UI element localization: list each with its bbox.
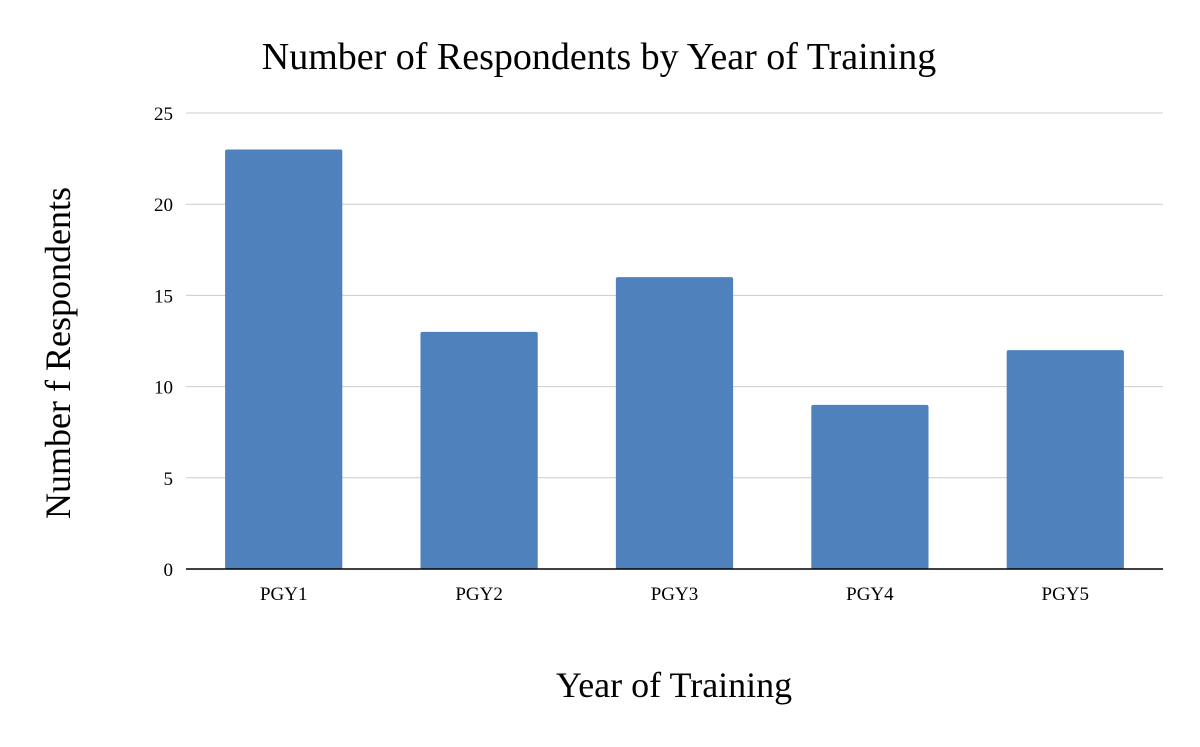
y-tick-label: 10	[154, 378, 173, 399]
y-tick-label: 15	[154, 286, 173, 307]
y-axis-ticks: 0 5 10 15 20 25	[154, 104, 173, 581]
bar-pgy4	[811, 404, 929, 569]
x-tick-label: PGY3	[651, 584, 699, 605]
bar-pgy1	[225, 149, 343, 570]
y-tick-label: 25	[154, 104, 173, 125]
bars	[225, 149, 1124, 570]
y-tick-label: 0	[164, 560, 174, 581]
y-tick-label: 5	[164, 469, 174, 490]
bar-pgy5	[1006, 350, 1124, 569]
x-axis-ticks: PGY1 PGY2 PGY3 PGY4 PGY5	[260, 584, 1089, 605]
y-axis-label: Number f Respondents	[38, 187, 78, 519]
x-tick-label: PGY4	[846, 584, 894, 605]
x-tick-label: PGY2	[455, 584, 503, 605]
y-tick-label: 20	[154, 195, 173, 216]
x-tick-label: PGY1	[260, 584, 308, 605]
x-axis-label: Year of Training	[556, 665, 792, 705]
x-tick-label: PGY5	[1042, 584, 1090, 605]
chart-title: Number of Respondents by Year of Trainin…	[262, 36, 936, 78]
bar-pgy3	[615, 277, 734, 569]
bar-pgy2	[420, 331, 538, 569]
